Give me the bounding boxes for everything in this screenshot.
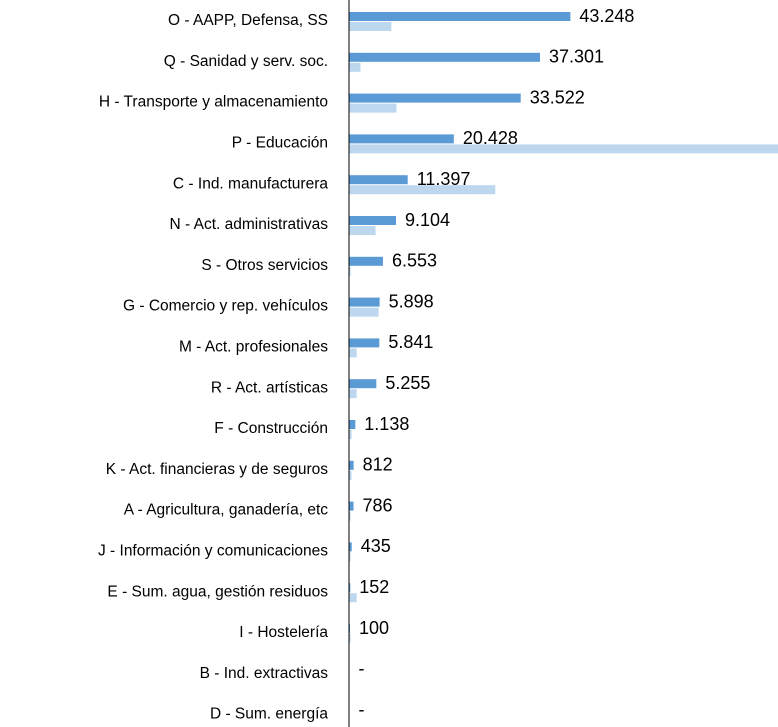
category-label: R - Act. artísticas bbox=[211, 379, 328, 396]
value-label: 11.397 bbox=[417, 169, 471, 189]
category-label: J - Información y comunicaciones bbox=[98, 542, 328, 559]
value-label: 5.898 bbox=[389, 291, 434, 311]
bar bbox=[349, 52, 541, 62]
category-label: B - Ind. extractivas bbox=[200, 665, 329, 682]
bar bbox=[349, 460, 354, 470]
category-label: P - Educación bbox=[232, 134, 328, 151]
bar bbox=[349, 542, 352, 552]
bar bbox=[349, 470, 352, 480]
bar bbox=[349, 634, 351, 643]
bar bbox=[349, 338, 380, 348]
category-label: D - Sum. energía bbox=[210, 706, 328, 723]
value-label: 9.104 bbox=[405, 210, 450, 230]
category-label: G - Comercio y rep. vehículos bbox=[123, 298, 328, 315]
bar bbox=[349, 22, 392, 31]
bar bbox=[349, 185, 496, 195]
value-label: 5.255 bbox=[385, 373, 430, 393]
category-label: H - Transporte y almacenamiento bbox=[99, 94, 328, 111]
bar bbox=[349, 501, 354, 511]
category-label: A - Agricultura, ganadería, etc bbox=[124, 502, 328, 519]
bar bbox=[349, 348, 357, 358]
category-label: E - Sum. agua, gestión residuos bbox=[107, 583, 328, 600]
value-label: 100 bbox=[359, 618, 389, 638]
value-label: - bbox=[359, 659, 365, 679]
category-label: M - Act. profesionales bbox=[179, 338, 328, 355]
bar bbox=[349, 226, 376, 235]
category-label: S - Otros servicios bbox=[201, 257, 328, 274]
category-label: I - Hostelería bbox=[239, 624, 328, 641]
bar bbox=[349, 583, 351, 593]
value-label: 6.553 bbox=[392, 251, 437, 271]
bar bbox=[349, 624, 351, 633]
bar bbox=[349, 430, 352, 439]
value-label: 20.428 bbox=[463, 128, 518, 148]
value-label: 5.841 bbox=[388, 332, 433, 352]
bar bbox=[349, 266, 351, 276]
bar bbox=[349, 420, 356, 429]
category-label: O - AAPP, Defensa, SS bbox=[168, 12, 328, 29]
bar bbox=[349, 103, 397, 113]
bar bbox=[349, 144, 778, 154]
value-label: 37.301 bbox=[549, 47, 604, 67]
bar bbox=[349, 297, 380, 307]
bar bbox=[349, 12, 571, 21]
category-label: F - Construcción bbox=[214, 420, 328, 437]
bar bbox=[349, 134, 454, 144]
bar bbox=[349, 511, 351, 521]
bar bbox=[349, 256, 383, 266]
category-label: K - Act. financieras y de seguros bbox=[106, 461, 329, 478]
value-label: 1.138 bbox=[364, 414, 409, 434]
bar bbox=[349, 593, 357, 603]
value-label: 152 bbox=[359, 577, 389, 597]
value-label: 33.522 bbox=[530, 87, 585, 107]
category-label: C - Ind. manufacturera bbox=[173, 175, 328, 192]
bar bbox=[349, 379, 377, 389]
bar bbox=[349, 93, 521, 103]
category-label: N - Act. administrativas bbox=[170, 216, 329, 233]
bar bbox=[349, 62, 361, 72]
bar bbox=[349, 552, 351, 562]
value-label: 812 bbox=[363, 455, 393, 475]
value-label: - bbox=[359, 699, 365, 719]
value-label: 43.248 bbox=[579, 6, 634, 26]
bar bbox=[349, 216, 396, 225]
value-label: 786 bbox=[363, 495, 393, 515]
category-label: Q - Sanidad y serv. soc. bbox=[164, 53, 328, 70]
bar bbox=[349, 307, 379, 317]
value-label: 435 bbox=[361, 536, 391, 556]
bar bbox=[349, 389, 357, 399]
bar bbox=[349, 175, 408, 185]
